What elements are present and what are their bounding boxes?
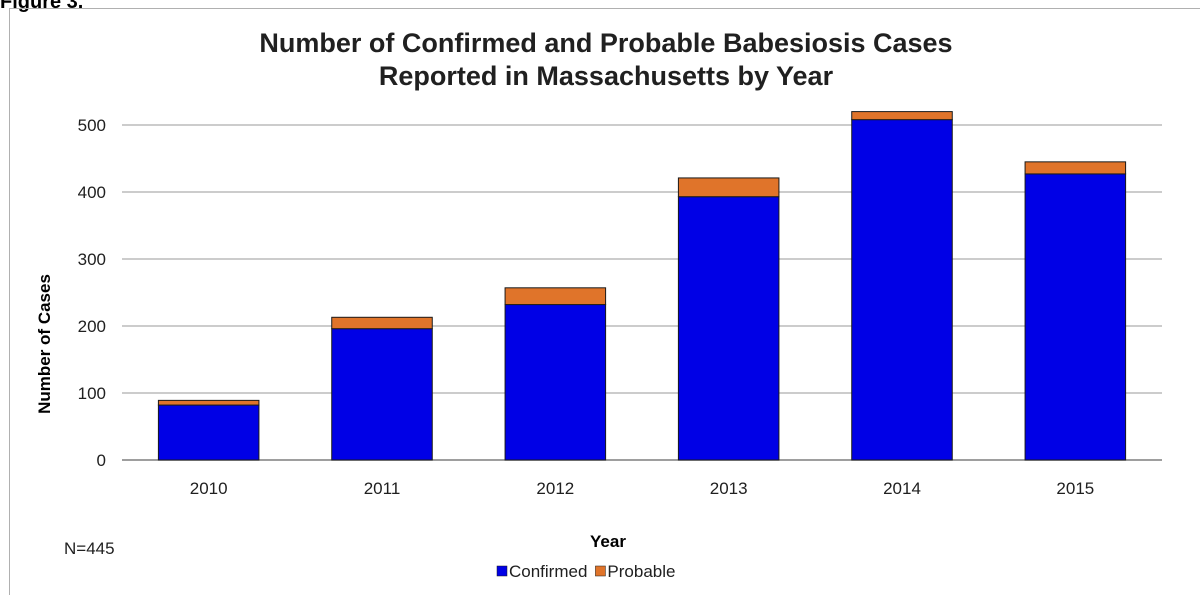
x-tick-label-2015: 2015 — [1056, 479, 1094, 498]
x-tick-label-2012: 2012 — [536, 479, 574, 498]
chart-frame — [9, 8, 1200, 595]
bar-probable-2010 — [157, 399, 260, 406]
y-tick-label-0: 0 — [97, 451, 106, 470]
y-tick-label-400: 400 — [78, 183, 106, 202]
y-tick-label-200: 200 — [78, 317, 106, 336]
legend: Confirmed Probable — [496, 562, 675, 581]
x-tick-label-2014: 2014 — [883, 479, 921, 498]
x-axis-title: Year — [590, 532, 626, 551]
chart-title-line-1: Number of Confirmed and Probable Babesio… — [259, 28, 952, 58]
y-tick-label-500: 500 — [78, 116, 106, 135]
bar-confirmed-2012 — [504, 304, 607, 461]
bar-probable-2015 — [1024, 161, 1127, 175]
legend-label-confirmed: Confirmed — [509, 562, 587, 581]
bars — [157, 111, 1127, 461]
y-axis-ticks: 0 100 200 300 400 500 — [78, 116, 106, 470]
figure-label: Figure 3. — [0, 0, 84, 13]
legend-swatch-probable — [595, 565, 606, 577]
bar-confirmed-2013 — [677, 196, 780, 461]
bar-confirmed-2015 — [1024, 173, 1127, 461]
bar-probable-2011 — [331, 316, 433, 330]
gridlines — [122, 124, 1162, 461]
x-tick-label-2013: 2013 — [710, 479, 748, 498]
bar-confirmed-2010 — [157, 404, 260, 461]
chart-title: Number of Confirmed and Probable Babesio… — [259, 28, 952, 91]
legend-label-probable: Probable — [607, 562, 675, 581]
bar-probable-2014 — [851, 111, 953, 121]
x-tick-label-2011: 2011 — [364, 479, 401, 498]
legend-swatch-confirmed — [496, 565, 508, 577]
bar-probable-2013 — [677, 177, 780, 198]
bar-probable-2012 — [504, 287, 607, 306]
bar-confirmed-2011 — [331, 328, 433, 461]
y-axis-title: Number of Cases — [35, 274, 54, 414]
chart-title-line-2: Reported in Massachusetts by Year — [379, 61, 834, 91]
sample-size-note: N=445 — [64, 539, 115, 558]
x-axis-ticks: 2010 2011 2012 2013 2014 2015 — [190, 479, 1094, 498]
x-tick-label-2010: 2010 — [190, 479, 228, 498]
bar-confirmed-2014 — [851, 119, 953, 461]
y-tick-label-300: 300 — [78, 250, 106, 269]
y-tick-label-100: 100 — [78, 384, 106, 403]
